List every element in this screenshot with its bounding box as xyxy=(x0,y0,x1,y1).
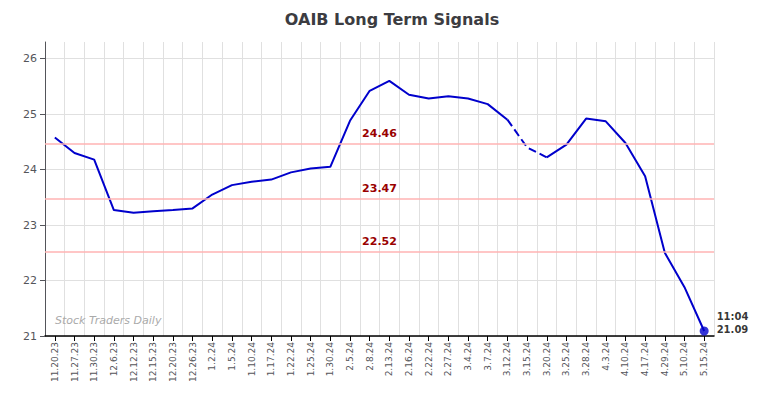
svg-text:3.15.24: 3.15.24 xyxy=(522,342,532,377)
svg-text:4.29.24: 4.29.24 xyxy=(660,342,670,377)
svg-text:1.22.24: 1.22.24 xyxy=(286,342,296,377)
svg-text:3.25.24: 3.25.24 xyxy=(561,342,571,377)
svg-text:3.7.24: 3.7.24 xyxy=(483,342,493,371)
svg-text:2.5.24: 2.5.24 xyxy=(345,342,355,371)
svg-text:21: 21 xyxy=(23,330,37,343)
svg-text:11.27.23: 11.27.23 xyxy=(70,342,80,382)
svg-text:2.13.24: 2.13.24 xyxy=(384,342,394,377)
svg-text:26: 26 xyxy=(23,52,37,65)
svg-text:23: 23 xyxy=(23,219,37,232)
svg-text:1.17.24: 1.17.24 xyxy=(266,342,276,377)
svg-text:1.25.24: 1.25.24 xyxy=(306,342,316,377)
svg-text:1.2.24: 1.2.24 xyxy=(207,342,217,371)
svg-text:3.28.24: 3.28.24 xyxy=(581,342,591,377)
svg-text:2.16.24: 2.16.24 xyxy=(404,342,414,377)
svg-text:4.10.24: 4.10.24 xyxy=(620,342,630,377)
svg-text:3.4.24: 3.4.24 xyxy=(463,342,473,371)
svg-text:22: 22 xyxy=(23,274,37,287)
svg-text:11.30.23: 11.30.23 xyxy=(89,342,99,382)
svg-text:2.8.24: 2.8.24 xyxy=(365,342,375,371)
svg-text:24: 24 xyxy=(23,163,37,176)
svg-text:24.46: 24.46 xyxy=(362,127,397,140)
svg-text:OAIB Long Term Signals: OAIB Long Term Signals xyxy=(285,10,499,29)
svg-text:12.6.23: 12.6.23 xyxy=(109,342,119,376)
svg-text:5.15.24: 5.15.24 xyxy=(699,342,709,377)
svg-text:21.09: 21.09 xyxy=(717,324,749,335)
svg-text:1.5.24: 1.5.24 xyxy=(227,342,237,371)
svg-text:1.10.24: 1.10.24 xyxy=(247,342,257,377)
svg-text:4.17.24: 4.17.24 xyxy=(640,342,650,377)
svg-text:3.20.24: 3.20.24 xyxy=(542,342,552,377)
svg-text:25: 25 xyxy=(23,108,37,121)
svg-text:2.22.24: 2.22.24 xyxy=(424,342,434,377)
svg-text:12.12.23: 12.12.23 xyxy=(129,342,139,382)
svg-text:12.26.23: 12.26.23 xyxy=(188,342,198,382)
svg-text:11:04: 11:04 xyxy=(717,311,749,322)
svg-text:5.10.24: 5.10.24 xyxy=(679,342,689,377)
svg-text:12.20.23: 12.20.23 xyxy=(168,342,178,382)
svg-text:2.27.24: 2.27.24 xyxy=(443,342,453,377)
svg-text:12.15.23: 12.15.23 xyxy=(148,342,158,382)
svg-text:Stock Traders Daily: Stock Traders Daily xyxy=(55,314,162,327)
svg-text:4.3.24: 4.3.24 xyxy=(601,342,611,371)
svg-text:11.20.23: 11.20.23 xyxy=(50,342,60,382)
svg-text:3.12.24: 3.12.24 xyxy=(502,342,512,377)
svg-text:1.30.24: 1.30.24 xyxy=(325,342,335,377)
svg-text:22.52: 22.52 xyxy=(362,235,397,248)
svg-text:23.47: 23.47 xyxy=(362,182,397,195)
